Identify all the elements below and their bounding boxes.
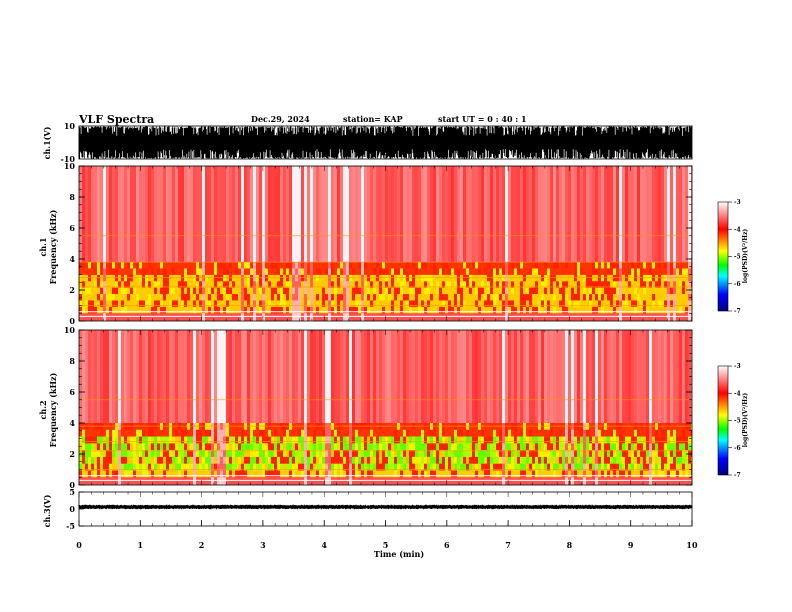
ch1-axis-label-line1: ch.1 [38,237,48,256]
ch3-waveform-panel: 50-50 1 2 3 4 5 6 7 8 9 10 [66,487,698,550]
time-axis-label: Time (min) [374,549,424,559]
ch2-spectrogram-ytick-label: 8 [69,356,75,366]
time-xtick-label: 10 [686,540,698,550]
ch2-spectrogram-panel: 0 2 4 6 8 10 [64,325,693,490]
colorbar-tick-label: -4 [734,390,741,397]
figure-title: VLF Spectra [78,113,154,126]
colorbar-tick-label: -6 [734,445,741,452]
time-xtick-label: 0 [76,540,82,550]
ch1-colorbar-label: log(PSD)(V²/Hz) [742,229,749,284]
colorbar-tick-label: -7 [734,308,741,315]
station-label: station= KAP [343,114,403,124]
ch2-frequency-axis-label: ch.2 Frequency (kHz) [38,372,58,447]
colorbar-tick-label: -3 [734,199,741,206]
ch1-waveform-panel: 10 -10 [61,121,693,164]
ch1-frequency-axis-label: ch.1 Frequency (kHz) [38,209,58,284]
ch1-spectrogram-ytick-label: 8 [69,192,75,202]
ch2-colorbar-gradient [717,365,729,476]
time-xtick-label: 2 [199,540,205,550]
ch1-spectrogram-ytick-label: 2 [69,285,75,295]
time-xtick-label: 1 [138,540,144,550]
time-xtick-label: 3 [260,540,266,550]
colorbar-tick-label: -4 [734,226,741,233]
ch3-ytick-label: -5 [66,521,75,531]
ch3-waveform-trace [78,504,693,510]
ch2-colorbar-label: log(PSD)(V²/Hz) [742,393,749,448]
time-xtick-label: 6 [444,540,450,550]
ch2-axis-label-line1: ch.2 [38,400,48,419]
ch1-spectrogram-ytick-label: 4 [69,254,75,264]
colorbar-tick-label: -5 [734,418,741,425]
ch1-ytick-label: -10 [61,154,76,164]
ch2-spectrogram-ytick-label: 2 [69,449,75,459]
ch2-axis-label-line2: Frequency (kHz) [48,372,58,447]
ch1-colorbar: log(PSD)(V²/Hz) -3 -4 -5 -6 -7 [717,199,749,315]
ch3-ytick-label: 0 [69,504,75,514]
ch1-spectrogram-ytick-label: 10 [64,161,76,171]
ch1-spectrogram-panel: 0 2 4 6 8 10 [64,161,693,326]
time-xtick-label: 5 [383,540,389,550]
colorbar-tick-label: -3 [734,363,741,370]
colorbar-tick-label: -5 [734,254,741,261]
ch2-spectrogram-heatmap-cells [79,330,692,485]
ch1-axis-label-line2: Frequency (kHz) [48,209,58,284]
ch2-spectrogram-ytick-label: 4 [69,418,75,428]
colorbar-tick-label: -7 [734,472,741,479]
ch2-spectrogram-ytick-label: 10 [64,325,76,335]
ch2-spectrogram-ytick-label: 6 [69,387,75,397]
ch1-colorbar-gradient [717,201,729,312]
time-xtick-label: 9 [628,540,634,550]
ch3-voltage-axis-label: ch.3(V) [42,494,52,527]
ch1-ytick-label: 10 [64,121,76,131]
ch2-spectrogram-ytick-label: 0 [69,480,75,490]
ch1-spectrogram-heatmap-cells [79,166,692,321]
time-xtick-label: 4 [321,540,327,550]
colorbar-tick-label: -6 [734,281,741,288]
ch2-colorbar: log(PSD)(V²/Hz) -3 -4 -5 -6 -7 [717,363,749,479]
ch1-voltage-axis-label: ch.1(V) [42,126,52,159]
time-xtick-label: 8 [567,540,573,550]
date-label: Dec.29, 2024 [251,114,310,124]
ch3-ytick-label: 5 [69,487,75,497]
start-time-label: start UT = 0 : 40 : 1 [438,114,527,124]
ch1-spectrogram-ytick-label: 6 [69,223,75,233]
ch1-spectrogram-ytick-label: 0 [69,316,75,326]
time-xtick-label: 7 [505,540,511,550]
